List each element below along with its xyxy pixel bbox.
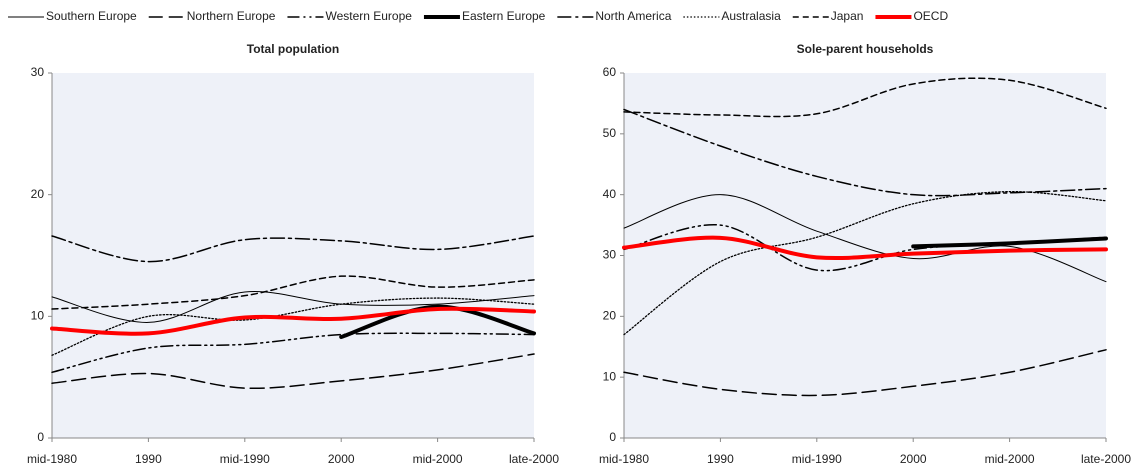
- y-tick-label: 30: [31, 65, 45, 79]
- series-line: [51, 297, 535, 356]
- legend-label: Eastern Europe: [462, 9, 546, 23]
- x-tick-label: late-2000: [509, 452, 559, 466]
- y-tick-label: 50: [603, 126, 617, 140]
- y-tick-label: 60: [603, 65, 617, 79]
- y-tick-label: 0: [609, 430, 616, 444]
- series-line: [623, 349, 1107, 397]
- series-line: [51, 275, 535, 310]
- legend-label: Western Europe: [325, 9, 412, 23]
- y-tick-label: 0: [37, 430, 44, 444]
- legend-label: OECD: [913, 9, 948, 23]
- y-tick-label: 20: [603, 309, 617, 323]
- y-tick-label: 10: [603, 369, 617, 383]
- series-line: [51, 235, 535, 263]
- series-line: [911, 236, 1108, 249]
- y-tick-label: 20: [31, 187, 45, 201]
- series-line: [51, 332, 535, 374]
- plot-area: [52, 73, 534, 438]
- x-tick-label: mid-1980: [27, 452, 77, 466]
- legend-label: Japan: [831, 9, 864, 23]
- series-line: [623, 190, 1107, 336]
- x-tick-label: mid-1980: [599, 452, 649, 466]
- series-line: [622, 235, 1108, 261]
- series-line: [339, 304, 536, 340]
- legend-label: Northern Europe: [187, 9, 276, 23]
- series-line: [51, 353, 535, 390]
- chart-title: Total population: [247, 42, 339, 56]
- y-tick-label: 40: [603, 187, 617, 201]
- x-tick-label: 2000: [328, 452, 355, 466]
- y-tick-label: 10: [31, 309, 45, 323]
- x-tick-label: mid-2000: [413, 452, 463, 466]
- series-line: [51, 291, 535, 323]
- legend-label: North America: [595, 9, 671, 23]
- x-tick-label: mid-1990: [792, 452, 842, 466]
- series-line: [623, 77, 1107, 118]
- x-tick-label: 1990: [135, 452, 162, 466]
- x-tick-label: late-2000: [1081, 452, 1131, 466]
- x-tick-label: mid-1990: [220, 452, 270, 466]
- legend-label: Australasia: [721, 9, 781, 23]
- x-tick-label: 1990: [707, 452, 734, 466]
- series-line: [623, 108, 1107, 197]
- x-tick-label: mid-2000: [985, 452, 1035, 466]
- legend-label: Southern Europe: [46, 9, 137, 23]
- series-line: [50, 306, 536, 336]
- y-tick-label: 30: [603, 248, 617, 262]
- chart-title: Sole-parent households: [797, 42, 934, 56]
- series-line: [623, 194, 1107, 283]
- x-tick-label: 2000: [900, 452, 927, 466]
